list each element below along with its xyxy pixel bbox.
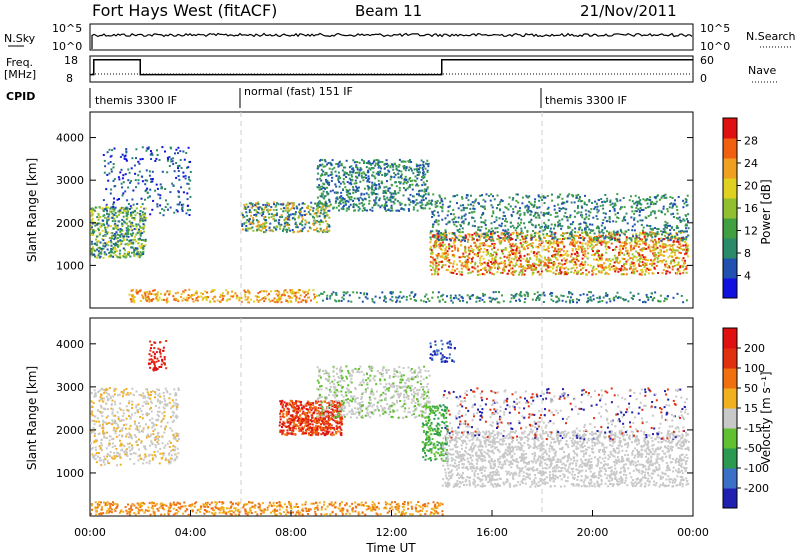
- freq-tick-low: 8: [66, 72, 73, 85]
- cpid-segment-3: themis 3300 IF: [545, 94, 627, 107]
- colorbar-tick-label: -200: [744, 482, 769, 495]
- colorbar-tick-label: 16: [744, 202, 758, 215]
- velocity-xticks: 00:00 04:00 08:00 12:00 16:00 20:00 00:00: [74, 510, 709, 539]
- nsky-tick-high: 10^5: [52, 22, 82, 35]
- nsky-label: N.Sky: [4, 32, 36, 45]
- xtick-label: 04:00: [175, 526, 207, 539]
- velocity-colorbar-label: Velocity [m s⁻¹]: [759, 371, 773, 464]
- nave-label: Nave: [748, 64, 776, 77]
- velocity-heatmap: [90, 339, 690, 516]
- colorbar-swatch: [723, 138, 737, 159]
- colorbar-swatch: [723, 428, 737, 449]
- ytick-label: 1000: [56, 467, 84, 480]
- velocity-ylabel: Slant Range [km]: [25, 366, 39, 470]
- colorbar-tick-label: 15: [744, 402, 758, 415]
- colorbar-swatch: [723, 408, 737, 429]
- freq-label: Freq.: [6, 56, 33, 69]
- ytick-label: 4000: [56, 132, 84, 145]
- cpid-row: CPID themis 3300 IF normal (fast) 151 IF…: [6, 85, 627, 108]
- colorbar-tick-label: 24: [744, 157, 758, 170]
- ytick-label: 2000: [56, 217, 84, 230]
- velocity-yticks: 1000 2000 3000 4000: [56, 338, 693, 480]
- cpid-label: CPID: [6, 90, 35, 103]
- colorbar-tick-label: 4: [744, 270, 751, 283]
- colorbar-tick-label: 20: [744, 180, 758, 193]
- nave-tick-low: 0: [700, 72, 707, 85]
- xtick-label: 08:00: [275, 526, 307, 539]
- cpid-segment-2: normal (fast) 151 IF: [244, 85, 353, 98]
- power-yticks: 1000 2000 3000 4000: [56, 132, 693, 272]
- xtick-label: 00:00: [677, 526, 709, 539]
- beam-label: Beam 11: [355, 2, 422, 20]
- cpid-segment-1: themis 3300 IF: [95, 94, 177, 107]
- nsky-panel: N.Sky 10^5 10^0 10^5 10^0 N.Search: [4, 22, 796, 53]
- colorbar-tick-label: 100: [744, 362, 765, 375]
- colorbar-tick-label: -100: [744, 462, 769, 475]
- colorbar-swatch: [723, 278, 737, 299]
- ytick-label: 1000: [56, 259, 84, 272]
- xtick-label: 20:00: [577, 526, 609, 539]
- freq-unit: [MHz]: [4, 68, 36, 81]
- power-panel: Slant Range [km] 1000 2000 3000 4000 4 8 12 16…: [25, 111, 773, 309]
- nsky-tick-low: 10^0: [52, 40, 82, 53]
- nsearch-tick-low: 10^0: [700, 40, 730, 53]
- colorbar-swatch: [723, 328, 737, 349]
- colorbar-tick-label: -50: [744, 442, 762, 455]
- colorbar-swatch: [723, 218, 737, 239]
- date-label: 21/Nov/2011: [580, 2, 677, 20]
- colorbar-swatch: [723, 468, 737, 489]
- power-heatmap: [90, 146, 690, 304]
- colorbar-swatch: [723, 238, 737, 259]
- nsearch-tick-high: 10^5: [700, 22, 730, 35]
- ytick-label: 4000: [56, 338, 84, 351]
- nsearch-label: N.Search: [746, 30, 796, 43]
- radar-title: Fort Hays West (fitACF): [92, 1, 277, 20]
- colorbar-tick-label: -15: [744, 422, 762, 435]
- colorbar-swatch: [723, 118, 737, 139]
- ytick-label: 3000: [56, 174, 84, 187]
- colorbar-swatch: [723, 178, 737, 199]
- colorbar-swatch: [723, 388, 737, 409]
- colorbar-swatch: [723, 198, 737, 219]
- nave-tick-high: 60: [700, 54, 714, 67]
- colorbar-swatch: [723, 368, 737, 389]
- xtick-label: 16:00: [476, 526, 508, 539]
- freq-tick-high: 18: [64, 54, 78, 67]
- colorbar-tick-label: 8: [744, 247, 751, 260]
- colorbar-swatch: [723, 488, 737, 509]
- xtick-label: 00:00: [74, 526, 106, 539]
- colorbar-tick-label: 28: [744, 135, 758, 148]
- colorbar-swatch: [723, 258, 737, 279]
- colorbar-tick-label: 50: [744, 382, 758, 395]
- velocity-xlabel: Time UT: [365, 541, 416, 554]
- power-ylabel: Slant Range [km]: [25, 158, 39, 262]
- ytick-label: 3000: [56, 381, 84, 394]
- xtick-label: 12:00: [376, 526, 408, 539]
- freq-panel: Freq. [MHz] 18 8 60 0 Nave: [4, 54, 778, 85]
- ytick-label: 2000: [56, 424, 84, 437]
- colorbar-tick-label: 12: [744, 225, 758, 238]
- power-colorbar-label: Power [dB]: [759, 179, 773, 244]
- velocity-colorbar: -200 -100 -50 -15 15 50 100 200: [722, 327, 769, 509]
- power-colorbar: 4 8 12 16 20 24 28: [722, 117, 758, 299]
- colorbar-swatch: [723, 348, 737, 369]
- colorbar-swatch: [723, 158, 737, 179]
- colorbar-swatch: [723, 448, 737, 469]
- colorbar-tick-label: 200: [744, 342, 765, 355]
